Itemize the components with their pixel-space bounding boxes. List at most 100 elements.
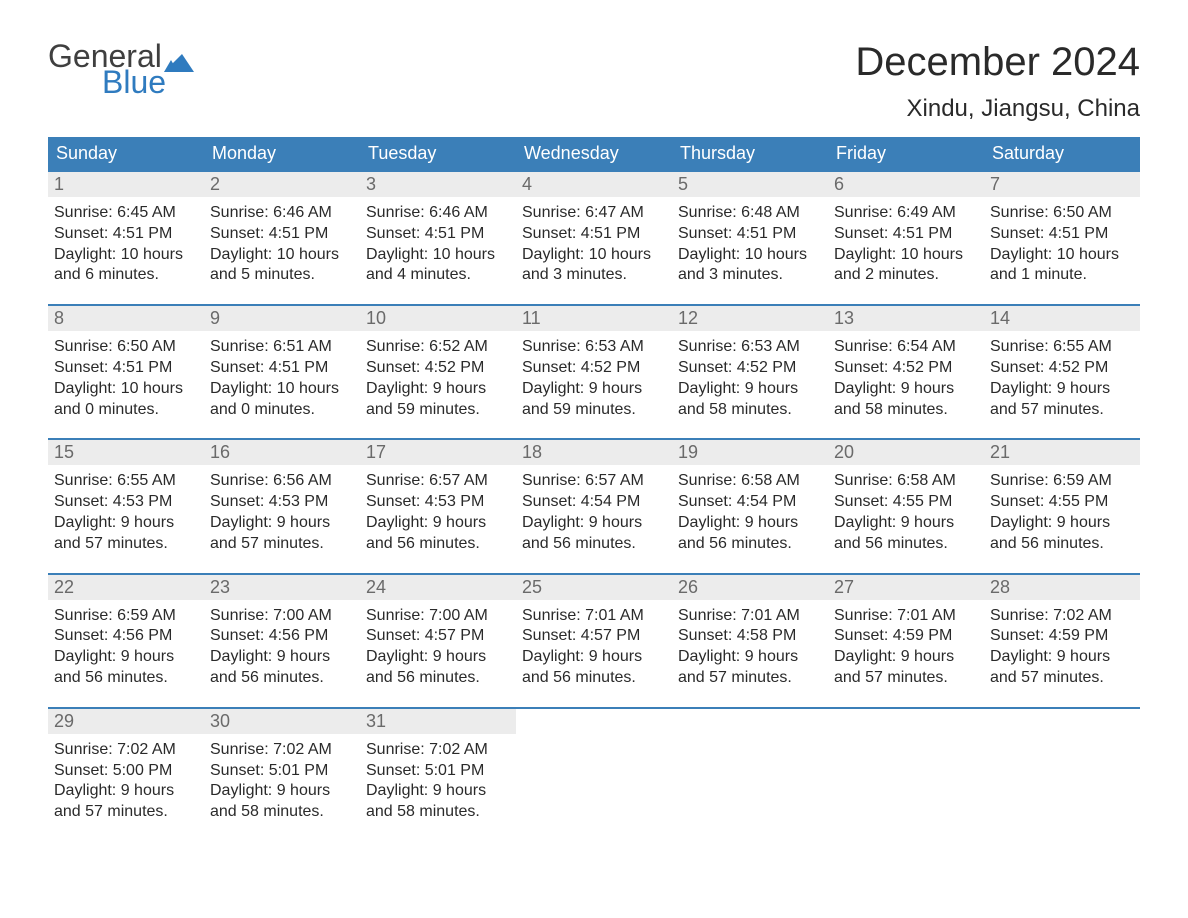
sunset-line: Sunset: 4:51 PM [210,224,354,245]
day-cell [672,709,828,823]
daylight-line-2: and 57 minutes. [834,668,978,689]
day-cell: 24Sunrise: 7:00 AMSunset: 4:57 PMDayligh… [360,575,516,689]
sunset-line: Sunset: 4:52 PM [678,358,822,379]
sunrise-line: Sunrise: 6:57 AM [522,471,666,492]
daylight-line-1: Daylight: 10 hours [834,245,978,266]
sunrise-line: Sunrise: 7:02 AM [990,606,1134,627]
daylight-line-2: and 57 minutes. [54,802,198,823]
day-body: Sunrise: 7:01 AMSunset: 4:58 PMDaylight:… [672,600,828,689]
day-number: 26 [672,575,828,600]
day-number [828,709,984,734]
daylight-line-2: and 2 minutes. [834,265,978,286]
sunrise-line: Sunrise: 6:57 AM [366,471,510,492]
week-row: 8Sunrise: 6:50 AMSunset: 4:51 PMDaylight… [48,304,1140,420]
daylight-line-1: Daylight: 9 hours [990,647,1134,668]
day-cell: 17Sunrise: 6:57 AMSunset: 4:53 PMDayligh… [360,440,516,554]
day-body: Sunrise: 6:53 AMSunset: 4:52 PMDaylight:… [672,331,828,420]
sunset-line: Sunset: 4:52 PM [366,358,510,379]
day-body: Sunrise: 6:45 AMSunset: 4:51 PMDaylight:… [48,197,204,286]
day-body: Sunrise: 6:47 AMSunset: 4:51 PMDaylight:… [516,197,672,286]
sunrise-line: Sunrise: 6:58 AM [834,471,978,492]
daylight-line-1: Daylight: 10 hours [210,245,354,266]
sunset-line: Sunset: 5:00 PM [54,761,198,782]
daylight-line-1: Daylight: 10 hours [210,379,354,400]
day-number [984,709,1140,734]
day-body: Sunrise: 7:00 AMSunset: 4:57 PMDaylight:… [360,600,516,689]
day-number: 20 [828,440,984,465]
day-cell [516,709,672,823]
daylight-line-2: and 6 minutes. [54,265,198,286]
day-body: Sunrise: 6:57 AMSunset: 4:53 PMDaylight:… [360,465,516,554]
day-body: Sunrise: 7:01 AMSunset: 4:59 PMDaylight:… [828,600,984,689]
sunrise-line: Sunrise: 6:46 AM [210,203,354,224]
weekday-header: Friday [828,137,984,170]
day-cell: 20Sunrise: 6:58 AMSunset: 4:55 PMDayligh… [828,440,984,554]
sunrise-line: Sunrise: 6:48 AM [678,203,822,224]
sunrise-line: Sunrise: 6:54 AM [834,337,978,358]
sunrise-line: Sunrise: 6:58 AM [678,471,822,492]
sunrise-line: Sunrise: 6:45 AM [54,203,198,224]
day-number: 23 [204,575,360,600]
weekday-header: Tuesday [360,137,516,170]
daylight-line-1: Daylight: 9 hours [678,647,822,668]
day-cell: 4Sunrise: 6:47 AMSunset: 4:51 PMDaylight… [516,172,672,286]
day-number: 5 [672,172,828,197]
day-number: 11 [516,306,672,331]
day-body: Sunrise: 6:55 AMSunset: 4:52 PMDaylight:… [984,331,1140,420]
day-number: 29 [48,709,204,734]
sunrise-line: Sunrise: 7:01 AM [522,606,666,627]
brand-logo: General Blue [48,40,194,98]
day-cell: 11Sunrise: 6:53 AMSunset: 4:52 PMDayligh… [516,306,672,420]
day-cell: 1Sunrise: 6:45 AMSunset: 4:51 PMDaylight… [48,172,204,286]
month-title: December 2024 [855,40,1140,85]
day-number: 8 [48,306,204,331]
week-row: 29Sunrise: 7:02 AMSunset: 5:00 PMDayligh… [48,707,1140,823]
daylight-line-2: and 59 minutes. [522,400,666,421]
daylight-line-2: and 57 minutes. [990,400,1134,421]
week-row: 15Sunrise: 6:55 AMSunset: 4:53 PMDayligh… [48,438,1140,554]
daylight-line-1: Daylight: 10 hours [678,245,822,266]
sunrise-line: Sunrise: 6:53 AM [522,337,666,358]
day-cell: 13Sunrise: 6:54 AMSunset: 4:52 PMDayligh… [828,306,984,420]
daylight-line-1: Daylight: 9 hours [210,513,354,534]
day-body: Sunrise: 6:57 AMSunset: 4:54 PMDaylight:… [516,465,672,554]
sunset-line: Sunset: 5:01 PM [366,761,510,782]
sunrise-line: Sunrise: 6:49 AM [834,203,978,224]
day-body: Sunrise: 6:50 AMSunset: 4:51 PMDaylight:… [48,331,204,420]
daylight-line-1: Daylight: 10 hours [522,245,666,266]
daylight-line-2: and 3 minutes. [522,265,666,286]
weekday-header: Thursday [672,137,828,170]
week-row: 1Sunrise: 6:45 AMSunset: 4:51 PMDaylight… [48,170,1140,286]
daylight-line-2: and 56 minutes. [366,668,510,689]
day-body: Sunrise: 6:50 AMSunset: 4:51 PMDaylight:… [984,197,1140,286]
day-number: 31 [360,709,516,734]
brand-word2: Blue [102,66,194,98]
daylight-line-1: Daylight: 9 hours [990,379,1134,400]
day-cell: 31Sunrise: 7:02 AMSunset: 5:01 PMDayligh… [360,709,516,823]
day-number: 28 [984,575,1140,600]
sunrise-line: Sunrise: 7:02 AM [54,740,198,761]
weekday-header: Sunday [48,137,204,170]
day-cell: 15Sunrise: 6:55 AMSunset: 4:53 PMDayligh… [48,440,204,554]
day-body: Sunrise: 6:46 AMSunset: 4:51 PMDaylight:… [204,197,360,286]
day-body: Sunrise: 6:56 AMSunset: 4:53 PMDaylight:… [204,465,360,554]
daylight-line-1: Daylight: 10 hours [366,245,510,266]
day-body: Sunrise: 6:59 AMSunset: 4:55 PMDaylight:… [984,465,1140,554]
day-cell: 7Sunrise: 6:50 AMSunset: 4:51 PMDaylight… [984,172,1140,286]
sunset-line: Sunset: 4:51 PM [990,224,1134,245]
day-cell: 19Sunrise: 6:58 AMSunset: 4:54 PMDayligh… [672,440,828,554]
day-number: 9 [204,306,360,331]
sunrise-line: Sunrise: 7:02 AM [210,740,354,761]
daylight-line-1: Daylight: 9 hours [210,647,354,668]
sunrise-line: Sunrise: 6:59 AM [990,471,1134,492]
sunrise-line: Sunrise: 7:01 AM [678,606,822,627]
day-body: Sunrise: 7:01 AMSunset: 4:57 PMDaylight:… [516,600,672,689]
day-cell: 29Sunrise: 7:02 AMSunset: 5:00 PMDayligh… [48,709,204,823]
header: General Blue December 2024 Xindu, Jiangs… [48,40,1140,123]
day-cell: 9Sunrise: 6:51 AMSunset: 4:51 PMDaylight… [204,306,360,420]
day-cell: 12Sunrise: 6:53 AMSunset: 4:52 PMDayligh… [672,306,828,420]
week-row: 22Sunrise: 6:59 AMSunset: 4:56 PMDayligh… [48,573,1140,689]
sunset-line: Sunset: 4:51 PM [834,224,978,245]
day-cell: 27Sunrise: 7:01 AMSunset: 4:59 PMDayligh… [828,575,984,689]
daylight-line-1: Daylight: 9 hours [366,379,510,400]
